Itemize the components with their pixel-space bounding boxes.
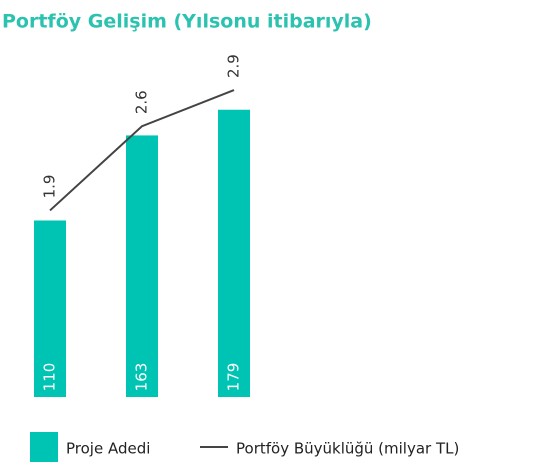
chart-title: Portföy Gelişim (Yılsonu itibarıyla) — [2, 11, 372, 33]
bar — [34, 220, 66, 397]
bar — [126, 135, 158, 397]
value-label: 110 — [41, 363, 59, 392]
legend-swatch-bar — [30, 432, 58, 462]
value-label: 2.9 — [225, 54, 243, 78]
line — [49, 89, 235, 212]
value-label: 179 — [225, 363, 243, 392]
value-label: 163 — [133, 363, 151, 392]
value-label: 2.6 — [133, 90, 151, 114]
bar — [218, 109, 250, 397]
value-label: 1.9 — [41, 175, 59, 199]
legend-label: Proje Adedi — [66, 440, 150, 458]
legend-label: Portföy Büyüklüğü (milyar TL) — [236, 440, 459, 458]
